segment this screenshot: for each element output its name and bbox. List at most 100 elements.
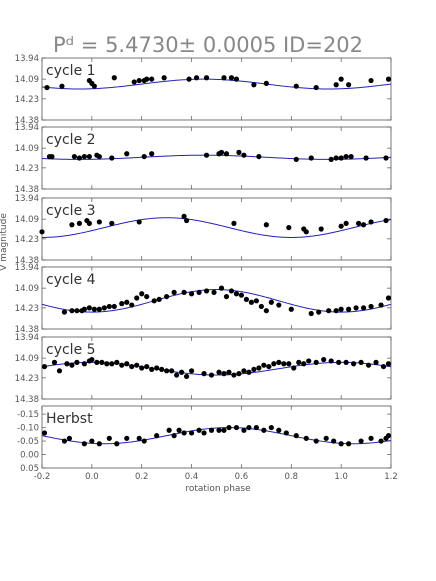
data-point	[268, 424, 274, 431]
data-point	[216, 427, 222, 433]
data-point	[203, 288, 210, 294]
data-point	[149, 76, 155, 82]
data-point	[134, 362, 140, 368]
data-point	[174, 372, 180, 378]
x-tick-label: 0.2	[135, 472, 149, 482]
y-tick-label: 13.94	[15, 333, 39, 343]
y-tick-label: 14.09	[15, 284, 39, 294]
data-point	[233, 291, 240, 297]
data-point	[89, 438, 95, 444]
data-point	[261, 362, 267, 368]
data-point	[328, 156, 334, 163]
data-point	[81, 306, 87, 312]
data-point	[353, 305, 359, 311]
data-point	[188, 430, 195, 436]
data-point	[111, 303, 117, 310]
data-point	[86, 305, 92, 311]
data-point	[293, 433, 299, 439]
data-point	[288, 306, 294, 312]
data-point	[360, 222, 367, 228]
x-tick-label: 0.0	[85, 472, 99, 482]
data-point	[296, 359, 302, 365]
data-point	[61, 309, 68, 315]
data-point	[106, 303, 112, 310]
panel-1: 13.94 14.09 14.23 14.38 cycle 2	[15, 123, 392, 195]
data-point	[181, 430, 187, 436]
data-point	[283, 430, 289, 436]
data-point	[96, 219, 102, 225]
data-point	[44, 84, 50, 91]
data-point	[293, 156, 299, 163]
panel-5: -0.15 -0.10 -0.05 0.00 0.05 Herbst -0.2 0.0 0.2 0…	[17, 405, 398, 482]
data-point	[196, 427, 202, 433]
data-point	[286, 224, 292, 231]
data-point	[171, 289, 177, 295]
data-point	[263, 80, 269, 86]
data-point	[241, 152, 247, 158]
y-tick-label: 14.09	[15, 75, 39, 85]
panel-3: 13.94 14.09 14.23 14.38 cycle 4	[15, 263, 392, 335]
data-point	[303, 229, 309, 235]
panel-0: 13.94 14.09 14.23 14.38 cycle 1	[15, 54, 392, 126]
data-point	[149, 366, 155, 373]
y-axis-title: V magnitude	[0, 213, 9, 271]
data-point	[281, 361, 287, 367]
data-point	[106, 435, 112, 441]
data-point	[151, 298, 157, 304]
y-tick-label: -0.15	[17, 410, 39, 420]
data-point	[323, 435, 329, 441]
data-point	[136, 219, 142, 225]
data-point	[64, 361, 70, 367]
data-point	[236, 371, 242, 377]
data-point	[343, 359, 349, 365]
data-point	[86, 153, 92, 160]
panel-label: cycle 2	[46, 132, 96, 148]
data-point	[171, 433, 177, 439]
data-point	[139, 365, 145, 371]
data-point	[348, 153, 354, 160]
data-point	[261, 427, 267, 433]
data-point	[69, 222, 75, 228]
data-point	[91, 306, 97, 312]
data-point	[346, 82, 352, 88]
data-point	[124, 435, 130, 441]
data-point	[236, 149, 242, 155]
data-point	[233, 76, 240, 82]
data-point	[256, 365, 262, 371]
data-point	[76, 155, 82, 161]
data-point	[385, 361, 392, 367]
fit-curve	[42, 217, 392, 238]
data-point	[286, 361, 292, 367]
data-point	[338, 76, 344, 82]
data-point	[313, 438, 319, 444]
data-point	[41, 430, 48, 436]
data-point	[149, 151, 155, 157]
data-point	[218, 149, 225, 155]
data-point	[221, 371, 227, 377]
data-point	[246, 424, 252, 431]
data-point	[343, 220, 349, 226]
data-point	[378, 302, 384, 308]
x-tick-label: 0.8	[285, 472, 299, 482]
data-point	[385, 295, 392, 301]
data-point	[321, 356, 327, 363]
data-point	[368, 435, 374, 441]
data-point	[276, 427, 282, 433]
data-point	[336, 359, 342, 365]
data-point	[266, 363, 272, 370]
data-point	[69, 362, 75, 368]
x-tick-label: -0.2	[34, 472, 51, 482]
y-tick-label: 14.09	[15, 144, 39, 154]
y-tick-label: 14.38	[15, 116, 39, 126]
data-point	[139, 291, 145, 297]
data-point	[328, 358, 334, 364]
y-tick-label: 14.23	[15, 164, 39, 174]
data-point	[253, 424, 259, 431]
data-point	[159, 366, 165, 373]
panel-label: cycle 3	[46, 203, 96, 219]
data-point	[39, 229, 45, 235]
data-point	[164, 293, 170, 300]
data-point	[338, 441, 344, 447]
data-point	[129, 363, 135, 370]
